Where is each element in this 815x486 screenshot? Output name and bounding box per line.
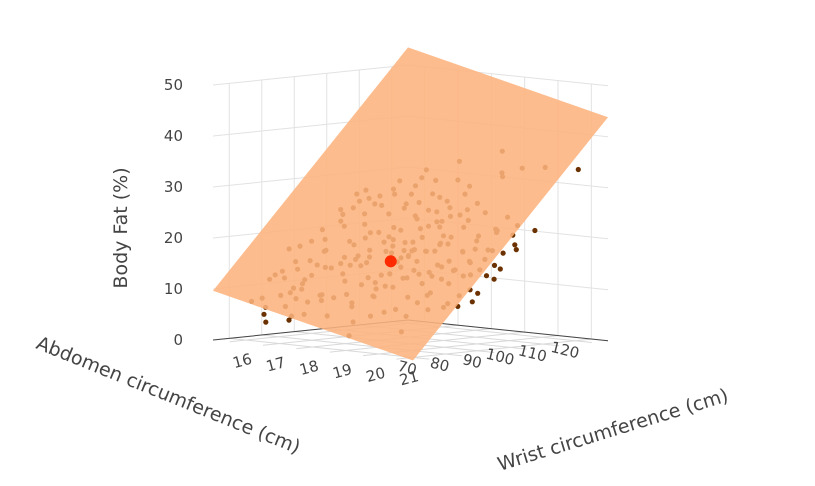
data-point: [491, 262, 498, 268]
data-point: [575, 166, 581, 173]
data-point: [263, 319, 269, 325]
data-point: [532, 227, 538, 234]
axis-labels: 0 10 20 30 40 50 70 80 90 100 110 120 16 17 18 19 20 21: [164, 76, 581, 389]
data-point: [475, 290, 481, 296]
z-tick-label: 40: [164, 127, 183, 145]
regression-plane: [213, 47, 608, 361]
z-axis-title: Body Fat (%): [110, 167, 132, 288]
data-point: [469, 299, 475, 305]
x-tick-label: 70: [396, 357, 419, 379]
z-tick-label: 0: [173, 331, 183, 349]
data-point: [491, 276, 497, 282]
highlighted-point: [384, 255, 397, 268]
data-point: [261, 311, 267, 317]
z-tick-label: 30: [164, 178, 183, 196]
z-tick-label: 10: [164, 280, 183, 298]
x-tick-label: 90: [461, 350, 484, 372]
x-tick-label: 110: [516, 341, 548, 365]
data-point: [513, 247, 519, 253]
y-axis-title: Wrist circumference (cm): [495, 385, 731, 476]
y-tick-label: 18: [297, 357, 320, 379]
y-tick-label: 19: [331, 360, 354, 382]
z-tick-label: 20: [164, 229, 183, 247]
y-tick-label: 16: [231, 350, 254, 372]
data-point: [286, 317, 292, 323]
y-floor-gridline: [396, 338, 592, 360]
data-point: [483, 273, 490, 279]
x-floor-gridline: [229, 337, 430, 360]
x-tick-label: 80: [428, 354, 451, 376]
data-point: [512, 242, 518, 248]
y-tick-label: 17: [264, 353, 287, 375]
x-tick-label: 100: [484, 345, 516, 369]
x-axis-title: Abdomen circumference (cm): [33, 332, 303, 458]
x-tick-label: 120: [549, 338, 581, 362]
y-tick-label: 21: [397, 367, 420, 389]
points-above-plane: [384, 255, 397, 268]
z-tick-label: 50: [164, 76, 183, 94]
x-floor-gridline: [261, 334, 462, 357]
data-point: [497, 266, 503, 272]
data-point: [500, 250, 506, 256]
y-tick-label: 20: [364, 364, 387, 386]
